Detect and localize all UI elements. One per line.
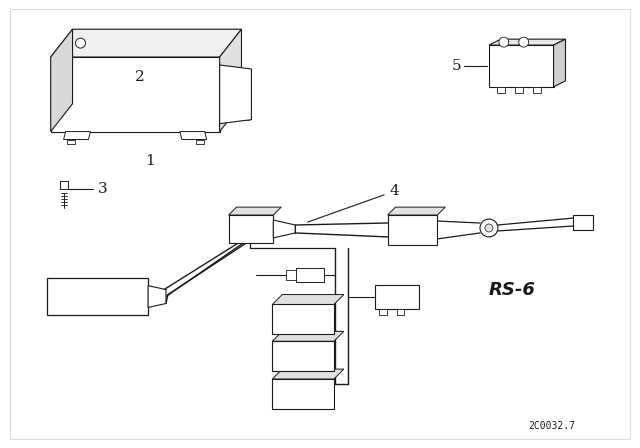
Bar <box>286 270 296 280</box>
Bar <box>388 215 437 245</box>
Polygon shape <box>63 132 90 139</box>
Text: RS-6: RS-6 <box>489 280 536 298</box>
Polygon shape <box>51 57 220 132</box>
Bar <box>272 305 334 334</box>
Polygon shape <box>388 207 445 215</box>
Text: 2: 2 <box>135 70 145 84</box>
Circle shape <box>76 38 86 48</box>
Polygon shape <box>220 65 252 124</box>
Bar <box>515 87 523 93</box>
Bar <box>196 139 204 143</box>
Bar <box>397 310 404 315</box>
Bar <box>272 341 334 371</box>
Text: 4: 4 <box>308 184 399 222</box>
Text: 3: 3 <box>97 182 107 196</box>
Polygon shape <box>180 132 207 139</box>
Bar <box>67 139 74 143</box>
Bar <box>47 278 148 315</box>
Polygon shape <box>272 369 344 379</box>
Polygon shape <box>51 29 72 132</box>
Circle shape <box>480 219 498 237</box>
Bar <box>296 268 324 282</box>
Bar <box>379 310 387 315</box>
Polygon shape <box>489 39 566 45</box>
Bar <box>228 215 273 243</box>
Text: 2C0032.7: 2C0032.7 <box>529 421 576 431</box>
Polygon shape <box>554 39 566 87</box>
Bar <box>532 87 541 93</box>
Polygon shape <box>273 220 295 238</box>
Text: 1: 1 <box>145 155 155 168</box>
Polygon shape <box>272 332 344 341</box>
Circle shape <box>499 37 509 47</box>
Polygon shape <box>51 29 241 57</box>
Bar <box>60 181 68 189</box>
Polygon shape <box>228 207 281 215</box>
Polygon shape <box>573 215 593 230</box>
Text: 5: 5 <box>451 59 461 73</box>
Circle shape <box>519 37 529 47</box>
Polygon shape <box>148 286 166 307</box>
Polygon shape <box>272 294 344 305</box>
Bar <box>489 45 554 87</box>
Bar <box>497 87 505 93</box>
Bar <box>374 284 419 310</box>
Circle shape <box>485 224 493 232</box>
Polygon shape <box>220 29 241 132</box>
Bar <box>272 379 334 409</box>
